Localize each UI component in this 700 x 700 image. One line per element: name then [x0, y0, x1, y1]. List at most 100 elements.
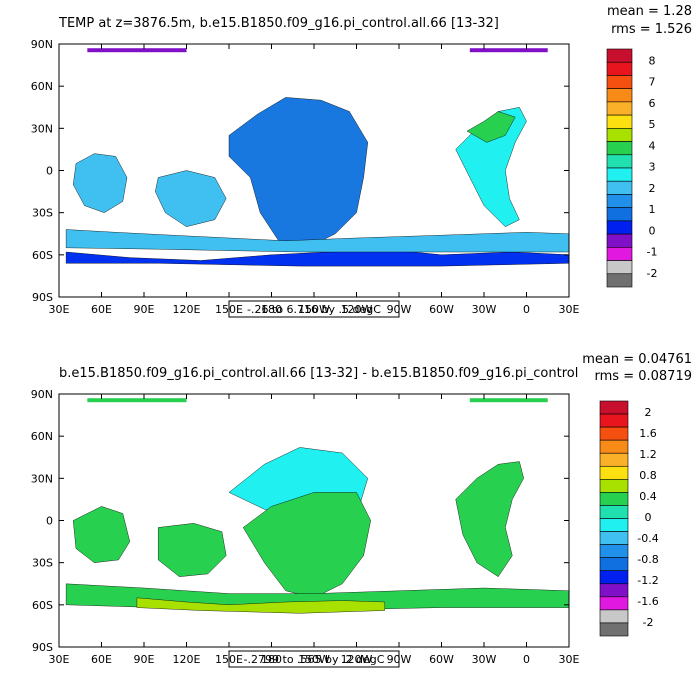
y-tick-label: 30S: [32, 557, 53, 570]
x-tick-label: 30E: [559, 303, 580, 316]
colorbar-swatch: [606, 154, 633, 169]
field-region: [72, 506, 131, 563]
y-tick-label: 90N: [31, 38, 53, 51]
x-tick-label: 60W: [429, 653, 454, 666]
colorbar-swatch: [599, 479, 629, 493]
y-tick-label: 60N: [31, 80, 53, 93]
colorbar-swatch: [599, 557, 629, 572]
contour-info: -.2799 to .565 by .2 degC: [244, 653, 385, 666]
x-tick-label: 180: [261, 303, 282, 316]
field-region: [158, 523, 227, 577]
colorbar-swatch: [606, 101, 633, 116]
colorbar-swatch: [599, 518, 629, 532]
colorbar-label: 0.8: [639, 469, 657, 482]
x-tick-label: 60E: [91, 303, 112, 316]
x-tick-label: 0: [523, 303, 530, 316]
x-tick-label: 90E: [134, 303, 155, 316]
colorbar-swatch: [599, 505, 629, 519]
contour-info-box: [228, 300, 400, 318]
x-tick-label: 150W: [298, 303, 330, 316]
colorbar-swatch: [606, 141, 633, 156]
colorbar-label: 8: [649, 54, 656, 67]
x-tick-label: 120E: [173, 653, 201, 666]
x-tick-label: 30W: [472, 303, 497, 316]
colorbar-swatch: [599, 622, 629, 637]
field-region: [466, 111, 516, 143]
colorbar-swatch: [606, 167, 633, 182]
colorbar-swatch: [599, 570, 629, 585]
panel-bottom: 30E 60E 90E 120E 150E 180 150W 120W 90W 60W 30W 0 30…: [31, 352, 692, 668]
colorbar-label: 2: [649, 182, 656, 195]
colorbar-label: 0: [645, 511, 652, 524]
panel-top: 30E 60E 90E 120E 150E 180 150W 120W 90W 60W 30W 0 30…: [31, 4, 692, 318]
colorbar-swatch: [606, 194, 633, 208]
colorbar-swatch: [606, 61, 633, 76]
arctic-strip: [87, 398, 187, 403]
colorbar-swatch: [606, 207, 633, 222]
y-tick-label: 30S: [32, 207, 53, 220]
arctic-strip: [469, 48, 548, 53]
y-tick-label: 60S: [32, 249, 53, 262]
colorbar-label: 7: [649, 76, 656, 89]
x-tick-label: 30E: [49, 653, 70, 666]
x-tick-label: 120W: [341, 653, 373, 666]
x-tick-label: 120E: [173, 303, 201, 316]
y-tick-label: 0: [46, 515, 53, 528]
colorbar-swatch: [599, 400, 629, 415]
y-tick-label: 30N: [31, 472, 53, 485]
colorbar-label: 2: [645, 406, 652, 419]
chart-title: TEMP at z=3876.5m, b.e15.B1850.f09_g16.p…: [58, 16, 499, 31]
colorbar-label: -1.2: [637, 574, 658, 587]
x-tick-label: 0: [523, 653, 530, 666]
y-tick-label: 90S: [32, 641, 53, 654]
colorbar-label: -2: [647, 267, 658, 280]
colorbar-label: 0.4: [639, 490, 657, 503]
colorbar-label: 1.6: [639, 427, 657, 440]
field-region: [155, 170, 227, 227]
colorbar-label: -2: [643, 616, 654, 629]
colorbar-swatch: [606, 233, 633, 248]
colorbar-label: -0.8: [637, 553, 658, 566]
contour-info: -.26 to 6.716 by .5 degC: [247, 303, 381, 316]
colorbar-swatch: [606, 247, 633, 261]
colorbar-label: 5: [649, 118, 656, 131]
colorbar-swatch: [599, 413, 629, 428]
stat-mean: mean = 0.04761: [582, 352, 692, 367]
field-region: [136, 597, 385, 614]
y-tick-label: 90S: [32, 291, 53, 304]
x-tick-label: 60W: [429, 303, 454, 316]
colorbar-swatch: [606, 128, 633, 142]
stat-mean: mean = 1.28: [607, 4, 692, 19]
colorbar-swatch: [606, 75, 633, 89]
arctic-strip: [469, 398, 548, 403]
field-region: [228, 97, 369, 249]
colorbar-label: -1.6: [637, 595, 658, 608]
colorbar-swatch: [599, 544, 629, 558]
colorbar-swatch: [606, 48, 633, 63]
colorbar-swatch: [599, 439, 629, 454]
colorbar-swatch: [599, 609, 629, 624]
colorbar-label: -1: [647, 246, 658, 259]
field-region: [455, 461, 524, 577]
colorbar-label: 1.2: [639, 448, 657, 461]
x-tick-label: 60E: [91, 653, 112, 666]
x-tick-label: 30E: [559, 653, 580, 666]
x-tick-label: 30W: [472, 653, 497, 666]
x-tick-label: 90E: [134, 653, 155, 666]
colorbar-swatch: [599, 465, 629, 480]
field-region: [65, 229, 570, 253]
field-region: [242, 492, 371, 599]
y-tick-label: 90N: [31, 388, 53, 401]
colorbar-swatch: [599, 426, 629, 441]
colorbar-label: 1: [649, 203, 656, 216]
colorbar-swatch: [606, 273, 633, 288]
colorbar-swatch: [606, 220, 633, 235]
contour-info-box: [228, 650, 400, 668]
y-tick-label: 0: [46, 165, 53, 178]
colorbar-swatch: [599, 492, 629, 506]
x-tick-label: 120W: [341, 303, 373, 316]
colorbar-label: 0: [649, 224, 656, 237]
y-tick-label: 60S: [32, 599, 53, 612]
colorbar-swatch: [606, 180, 633, 195]
